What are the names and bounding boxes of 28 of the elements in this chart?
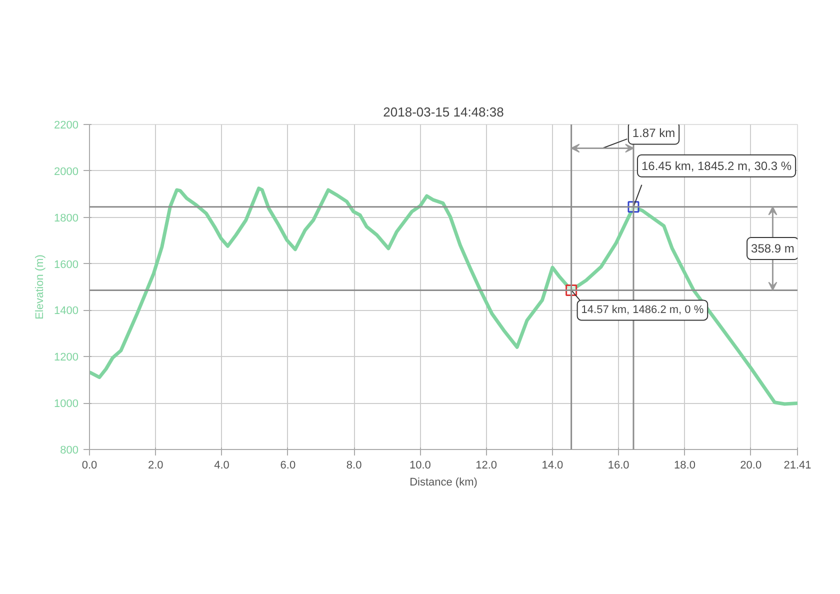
- x-tick-label: 8.0: [346, 460, 362, 472]
- y-axis-title: Elevation (m): [34, 254, 46, 320]
- y-tick-label: 1600: [54, 258, 79, 271]
- annotation: 358.9 m: [751, 242, 794, 256]
- annotation: 1.87 km: [632, 126, 676, 140]
- x-axis-title: Distance (km): [410, 476, 478, 488]
- y-tick-label: 800: [60, 444, 79, 456]
- y-tick-label: 1400: [54, 305, 79, 318]
- annotation: 14.57 km, 1486.2 m, 0 %: [581, 304, 704, 316]
- y-tick-label: 2000: [54, 166, 79, 178]
- x-tick-label: 20.0: [740, 460, 762, 472]
- x-tick-label: 10.0: [409, 460, 431, 472]
- x-tick-label: 12.0: [476, 460, 498, 472]
- x-tick-label: 16.0: [608, 460, 630, 472]
- x-tick-label: 2.0: [148, 460, 164, 472]
- x-tick-label: 14.0: [542, 460, 564, 472]
- annotation: 16.45 km, 1845.2 m, 30.3 %: [641, 158, 792, 173]
- chart-title: 2018-03-15 14:48:38: [383, 104, 504, 120]
- x-tick-label: 18.0: [674, 460, 696, 472]
- y-tick-label: 1200: [54, 352, 79, 364]
- x-tick-label: 4.0: [214, 460, 230, 472]
- line-series: [90, 186, 798, 406]
- y-tick-label: 1000: [54, 398, 79, 410]
- x-tick-label: 21.41: [784, 460, 812, 472]
- y-tick-label: 2200: [54, 120, 79, 132]
- x-tick-label: 0.0: [82, 460, 98, 472]
- x-tick-label: 6.0: [280, 460, 296, 472]
- y-tick-label: 1800: [54, 212, 79, 224]
